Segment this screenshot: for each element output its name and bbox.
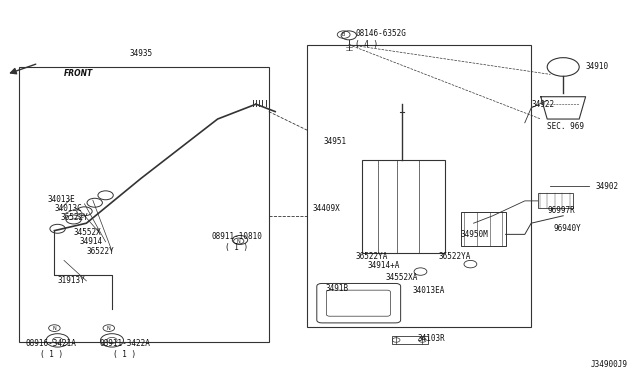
Bar bbox=[392, 336, 428, 344]
Text: 34902: 34902 bbox=[595, 182, 618, 190]
Text: 3491B: 3491B bbox=[325, 284, 348, 293]
Text: 34951: 34951 bbox=[323, 137, 346, 146]
Bar bbox=[307, 45, 531, 327]
Text: 08146-6352G
( 4 ): 08146-6352G ( 4 ) bbox=[355, 29, 406, 49]
Text: 34922: 34922 bbox=[531, 100, 554, 109]
Text: 34013E: 34013E bbox=[48, 195, 76, 203]
Text: 36522Y: 36522Y bbox=[86, 247, 114, 256]
Text: 34935: 34935 bbox=[129, 49, 152, 58]
Text: J34900J9: J34900J9 bbox=[590, 360, 627, 369]
Text: 36522YA: 36522YA bbox=[355, 252, 388, 261]
Bar bbox=[461, 212, 506, 246]
Text: N: N bbox=[107, 326, 111, 331]
Text: 34910: 34910 bbox=[586, 62, 609, 71]
Bar bbox=[19, 67, 269, 342]
Text: 31913Y: 31913Y bbox=[58, 276, 85, 285]
Text: 08911-10810
( 1 ): 08911-10810 ( 1 ) bbox=[211, 232, 262, 251]
Text: 36522YA: 36522YA bbox=[438, 252, 471, 261]
Text: FRONT: FRONT bbox=[64, 69, 93, 78]
Bar bbox=[362, 160, 445, 253]
Text: 34552X: 34552X bbox=[74, 228, 101, 237]
Text: 34914: 34914 bbox=[80, 237, 103, 246]
Text: 08916-3421A
( 1 ): 08916-3421A ( 1 ) bbox=[26, 339, 77, 359]
Text: 96997R: 96997R bbox=[547, 206, 575, 215]
Text: 96940Y: 96940Y bbox=[554, 224, 581, 233]
Text: SEC. 969: SEC. 969 bbox=[547, 122, 584, 131]
Text: 34552XA: 34552XA bbox=[386, 273, 419, 282]
Text: 34103R: 34103R bbox=[418, 334, 445, 343]
Text: B: B bbox=[342, 32, 346, 37]
Text: N: N bbox=[52, 326, 56, 331]
Text: 34013EA: 34013EA bbox=[413, 286, 445, 295]
Text: 34409X: 34409X bbox=[312, 204, 340, 213]
Bar bbox=[538, 193, 573, 208]
Text: 36522Y: 36522Y bbox=[61, 213, 88, 222]
Text: 08911-3422A
( 1 ): 08911-3422A ( 1 ) bbox=[99, 339, 150, 359]
Text: 34013C: 34013C bbox=[54, 204, 82, 213]
Text: 34914+A: 34914+A bbox=[368, 262, 401, 270]
Text: N: N bbox=[237, 238, 241, 244]
Text: 34950M: 34950M bbox=[461, 230, 488, 239]
